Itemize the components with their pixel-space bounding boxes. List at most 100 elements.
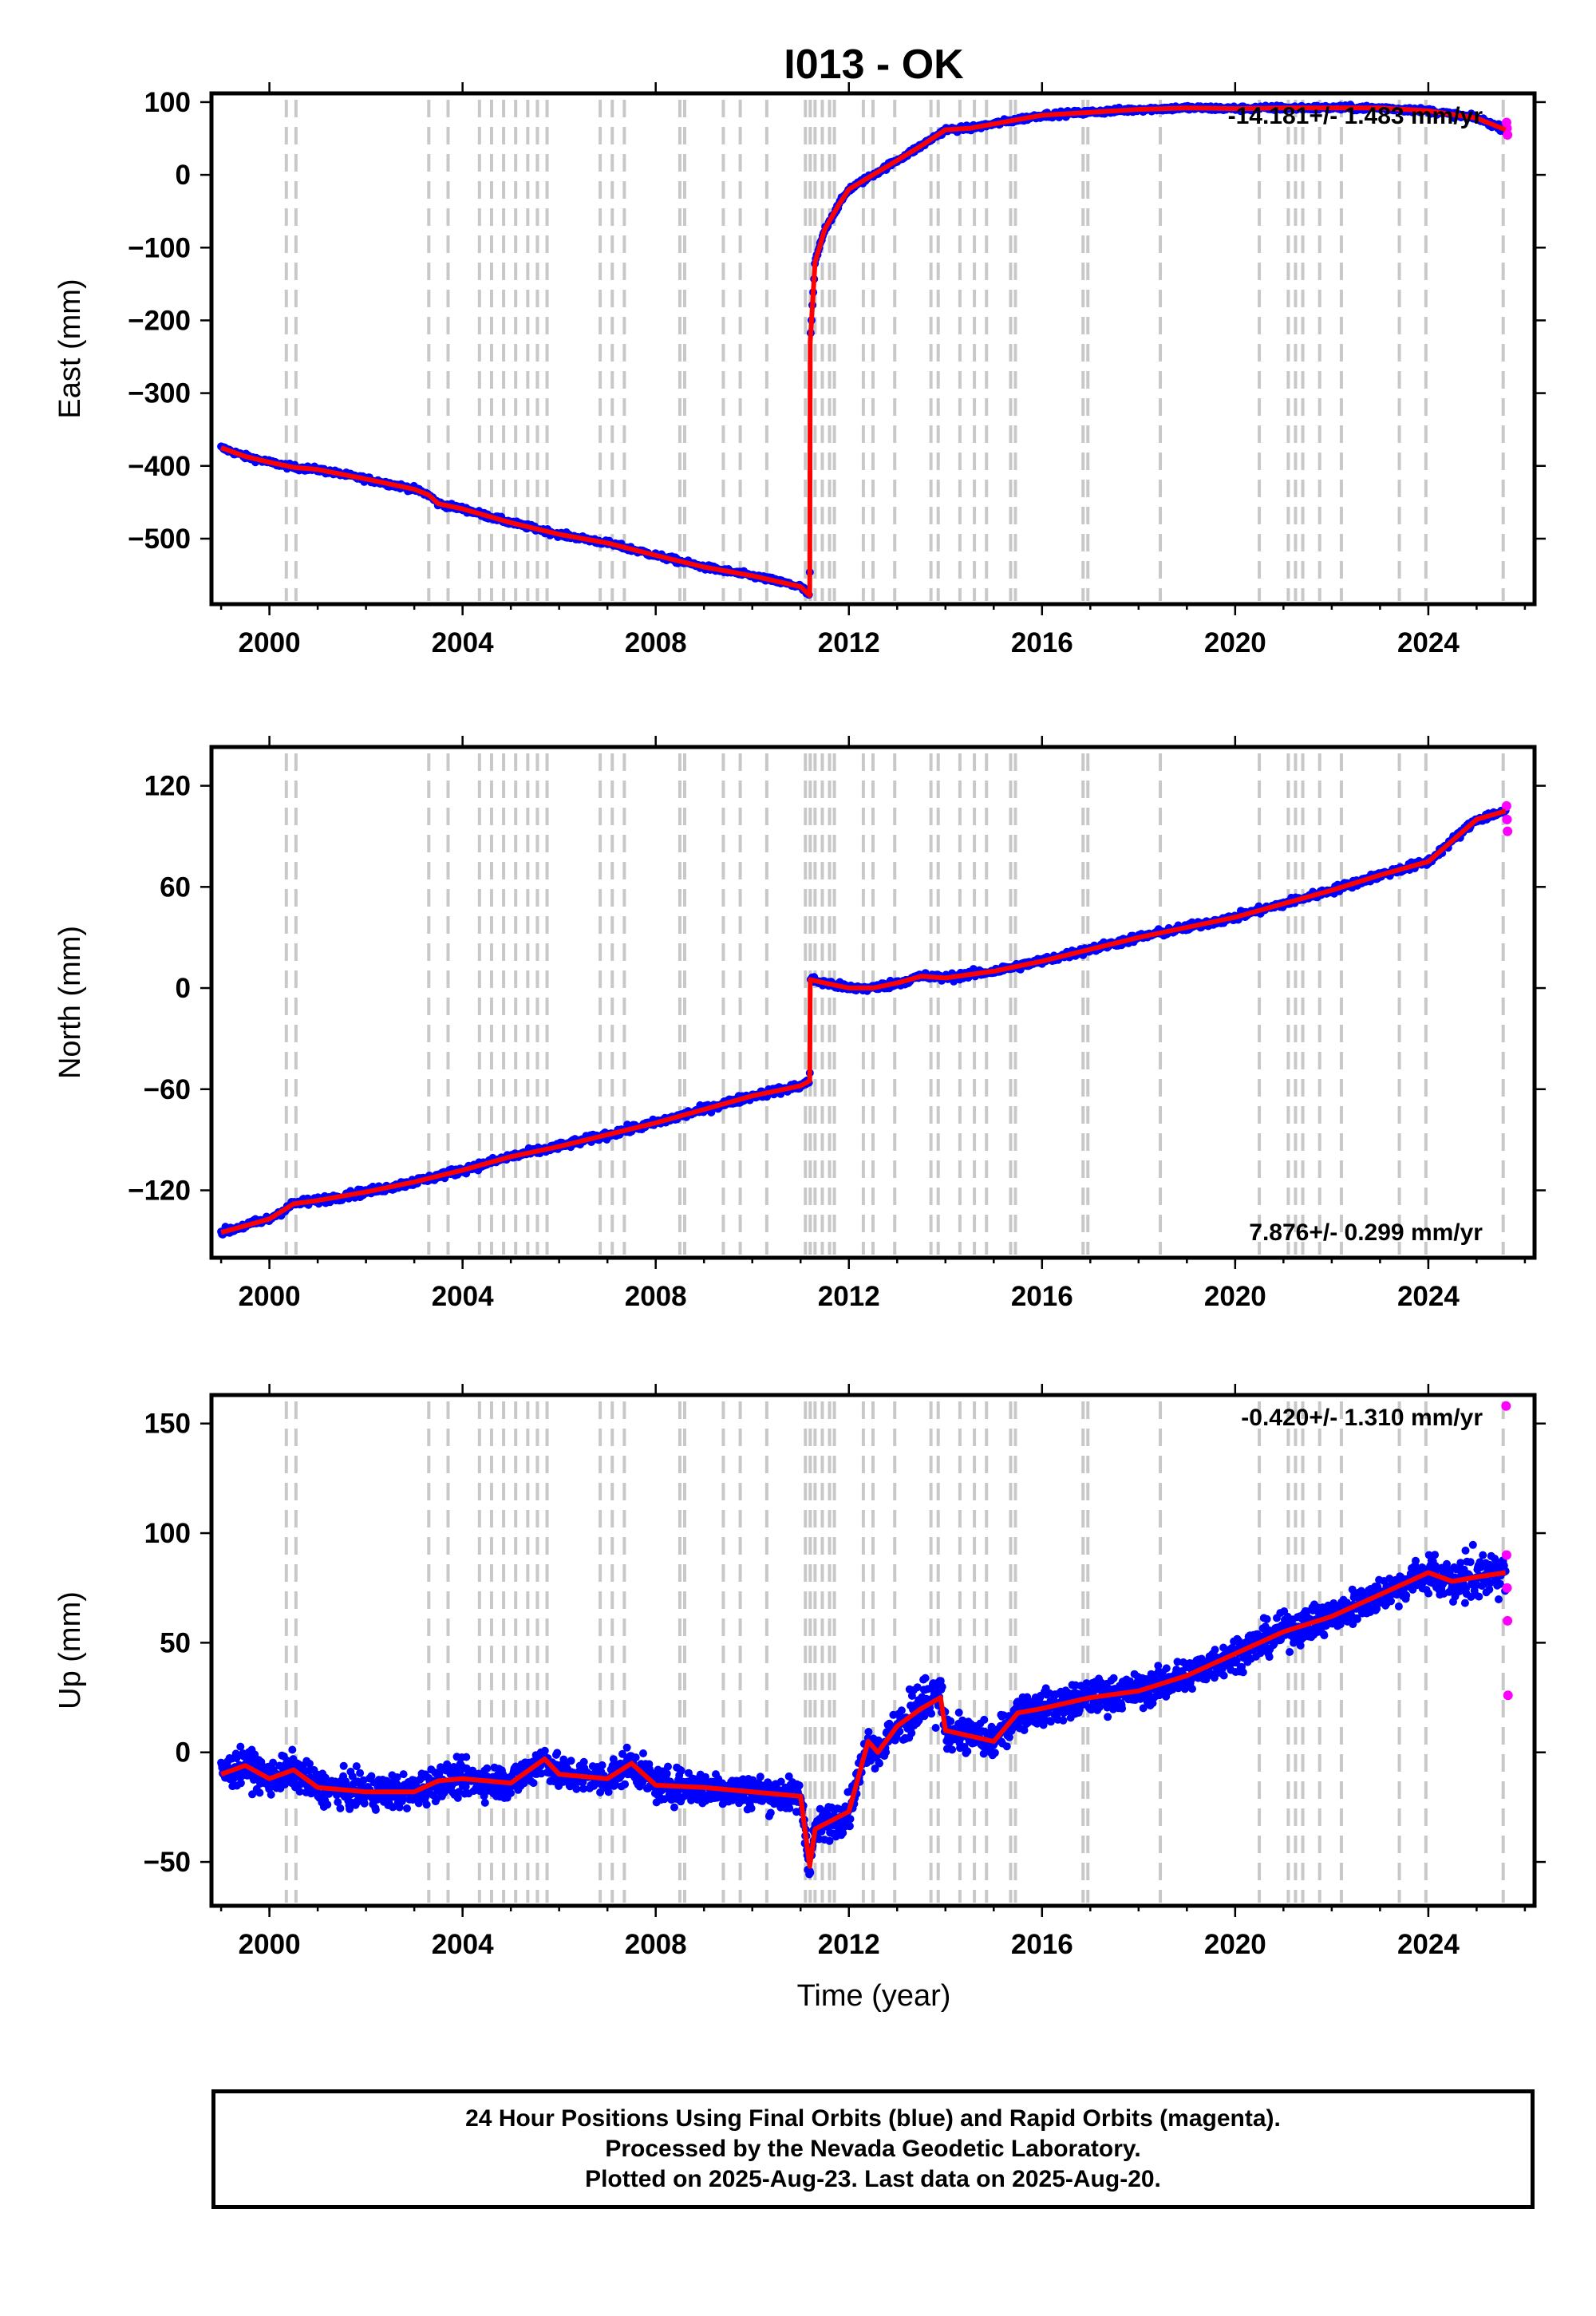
data-point — [609, 1755, 618, 1764]
panel-north: 2000 2004 2008 2012 2016 2020 2024120600−60−12… — [53, 736, 1546, 1312]
data-point — [845, 1822, 854, 1831]
x-tick-label: 2012 — [818, 1281, 880, 1312]
rapid-point — [1502, 814, 1512, 824]
plot-frame — [209, 745, 1537, 1260]
data-point — [990, 1749, 999, 1757]
data-point — [596, 1788, 605, 1796]
data-point — [422, 1800, 431, 1809]
event-lines — [284, 100, 1505, 601]
data-point — [664, 1762, 672, 1771]
y-tick-label: 60 — [160, 871, 191, 903]
rapid-orbit-points — [1501, 800, 1513, 836]
data-point — [766, 1808, 775, 1817]
y-tick-label: −200 — [128, 305, 191, 336]
data-point — [954, 1708, 963, 1717]
data-point — [288, 1745, 297, 1754]
data-point — [747, 1804, 756, 1812]
x-tick-label: 2020 — [1204, 627, 1266, 658]
event-lines — [284, 1401, 1505, 1903]
data-point — [931, 1724, 940, 1732]
data-point — [232, 1754, 241, 1763]
panel-up: 2000 2004 2008 2012 2016 2020 2024150100500−50… — [53, 1384, 1546, 1960]
data-point — [897, 1706, 906, 1715]
x-tick-label: 2008 — [625, 627, 687, 658]
data-point — [269, 1758, 278, 1767]
data-point — [948, 1745, 957, 1754]
x-tick-label: 2020 — [1204, 1281, 1266, 1312]
data-point — [480, 1798, 489, 1807]
y-tick-label: −60 — [144, 1074, 191, 1105]
data-point — [946, 1717, 955, 1725]
data-point — [393, 1773, 401, 1781]
model-fit-line — [220, 105, 1507, 599]
data-point — [346, 1804, 354, 1813]
figure-title: I013 - OK — [784, 41, 964, 88]
rapid-orbit-points — [1501, 117, 1513, 140]
data-point — [295, 1787, 304, 1796]
data-point — [480, 1792, 488, 1800]
data-point — [462, 1753, 471, 1761]
data-point — [670, 1803, 678, 1812]
data-point — [882, 1748, 891, 1757]
data-point — [483, 1764, 492, 1773]
data-point — [360, 1799, 369, 1808]
data-point — [875, 1759, 883, 1768]
plot-frame — [209, 91, 1537, 607]
data-point — [236, 1742, 245, 1751]
data-point — [348, 1772, 357, 1780]
data-point — [334, 1798, 342, 1807]
x-tick-label: 2016 — [1011, 627, 1073, 658]
x-tick-label: 2008 — [625, 1281, 687, 1312]
data-point — [662, 1769, 671, 1778]
data-point — [864, 1728, 873, 1736]
data-point — [336, 1804, 345, 1812]
y-tick-label: −100 — [128, 232, 191, 263]
y-tick-label: 0 — [176, 973, 191, 1004]
data-point — [1046, 1717, 1055, 1726]
data-point — [579, 1757, 588, 1766]
event-lines — [284, 753, 1505, 1255]
data-point — [785, 1804, 794, 1812]
data-point — [403, 1804, 411, 1812]
data-point — [776, 1777, 785, 1786]
x-tick-label: 2024 — [1397, 1281, 1460, 1312]
velocity-annotation: -14.181+/- 1.483 mm/yr — [1228, 103, 1483, 129]
rapid-point — [1501, 800, 1511, 811]
data-point — [598, 1761, 606, 1769]
data-point — [921, 1674, 930, 1682]
data-point — [339, 1761, 348, 1770]
data-point — [907, 1729, 916, 1737]
data-point — [267, 1790, 275, 1799]
data-point — [1002, 1742, 1011, 1751]
panel-east: 2000 2004 2008 2012 2016 2020 20241000−100−200… — [53, 82, 1546, 658]
rapid-point — [1503, 129, 1513, 140]
data-point — [639, 1749, 647, 1757]
data-point — [367, 1772, 376, 1780]
data-point — [306, 1760, 314, 1768]
data-point — [631, 1753, 640, 1762]
x-tick-label: 2004 — [432, 627, 494, 658]
data-point — [980, 1715, 989, 1724]
x-tick-label: 2000 — [239, 1281, 301, 1312]
y-tick-label: 0 — [176, 160, 191, 191]
data-point — [579, 1778, 587, 1786]
rapid-point — [1503, 826, 1513, 836]
y-tick-label: −500 — [128, 524, 191, 555]
data-point — [507, 1788, 515, 1797]
x-tick-label: 2004 — [432, 1281, 494, 1312]
data-point — [352, 1762, 361, 1771]
data-point — [553, 1749, 562, 1757]
data-point — [399, 1770, 408, 1779]
x-tick-label: 2024 — [1397, 627, 1460, 658]
y-tick-label: −120 — [128, 1176, 191, 1207]
x-tick-label: 2000 — [239, 627, 301, 658]
data-point — [414, 1799, 423, 1808]
data-point — [756, 1773, 764, 1781]
data-point — [938, 1682, 946, 1691]
y-tick-label: −300 — [128, 378, 191, 409]
data-point — [677, 1766, 685, 1775]
data-point — [572, 1784, 581, 1793]
model-fit-line — [220, 808, 1507, 1235]
data-point — [537, 1769, 546, 1778]
